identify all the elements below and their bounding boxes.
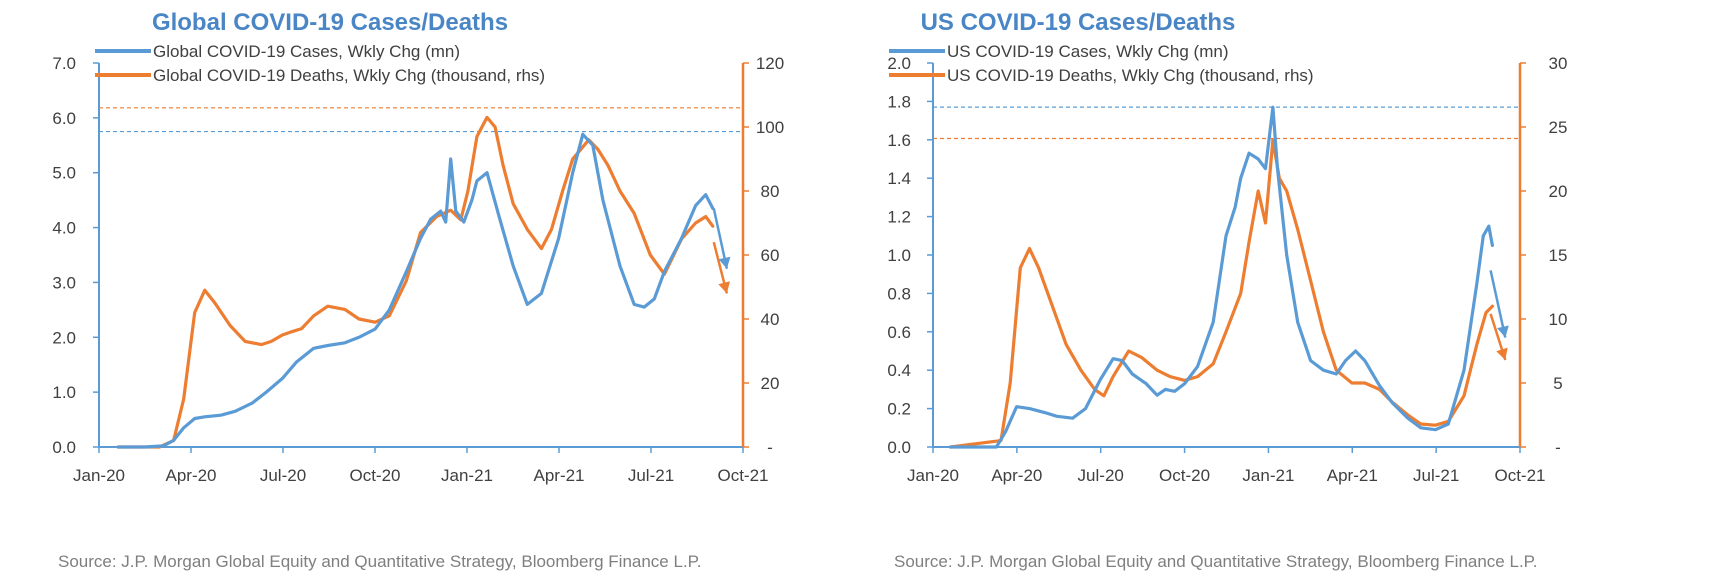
y-tick-label: 0.0 xyxy=(52,438,76,457)
legend-label-cases: US COVID-19 Cases, Wkly Chg (mn) xyxy=(947,42,1229,61)
x-tick-label: Apr-20 xyxy=(165,466,216,485)
y-tick-label: 2.0 xyxy=(887,54,911,73)
cases-trend-arrow-head xyxy=(718,256,731,269)
y2-tick-label: 80 xyxy=(761,182,780,201)
global-chart-panel: Global COVID-19 Cases/Deaths 0.0 1.0 2.0 3.0… xyxy=(52,9,784,571)
y-tick-label: 3.0 xyxy=(52,273,76,292)
y2-tick-label: 25 xyxy=(1549,118,1568,137)
y-tick-label: 1.4 xyxy=(887,169,911,188)
cases-series-line xyxy=(948,105,1495,449)
x-tick-label: Oct-21 xyxy=(1494,466,1545,485)
us-chart-panel: US COVID-19 Cases/Deaths 0.0 0.2 0.4 0.6 0.8 1… xyxy=(861,0,1722,580)
x-tick-label: Jul-21 xyxy=(628,466,674,485)
y2-tick-label: 30 xyxy=(1549,54,1568,73)
y-tick-label: 5.0 xyxy=(52,164,76,183)
y2-tick-label: 10 xyxy=(1549,310,1568,329)
y2-tick-label: 15 xyxy=(1549,246,1568,265)
us-chart: US COVID-19 Cases/Deaths 0.0 0.2 0.4 0.6 0.8 1… xyxy=(887,9,1568,485)
y-tick-label: 0.6 xyxy=(887,323,911,342)
y-tick-label: 0.4 xyxy=(887,361,911,380)
y-tick-label: 4.0 xyxy=(52,219,76,238)
x-tick-label: Apr-21 xyxy=(533,466,584,485)
x-tick-label: Oct-21 xyxy=(717,466,768,485)
chart-source-note: Source: J.P. Morgan Global Equity and Qu… xyxy=(894,552,1538,571)
cases-trend-arrow xyxy=(1489,270,1507,338)
global-chart: Global COVID-19 Cases/Deaths 0.0 1.0 2.0 3.0… xyxy=(52,9,784,485)
y2-tick-label: 120 xyxy=(756,54,784,73)
y2-tick-label: 20 xyxy=(761,374,780,393)
chart-title: Global COVID-19 Cases/Deaths xyxy=(152,9,508,36)
x-tick-label: Apr-21 xyxy=(1327,466,1378,485)
y-tick-label: 1.0 xyxy=(52,383,76,402)
x-tick-label: Jan-20 xyxy=(73,466,125,485)
y-tick-label: 1.6 xyxy=(887,131,911,150)
x-tick-label: Jan-21 xyxy=(441,466,493,485)
x-tick-label: Jul-20 xyxy=(260,466,306,485)
y-tick-label: 0.8 xyxy=(887,284,911,303)
legend-label-deaths: US COVID-19 Deaths, Wkly Chg (thousand, … xyxy=(947,66,1314,85)
chart-source-note: Source: J.P. Morgan Global Equity and Qu… xyxy=(58,552,702,571)
cases-trend-arrow-head xyxy=(1497,325,1509,338)
legend-label-deaths: Global COVID-19 Deaths, Wkly Chg (thousa… xyxy=(153,66,545,85)
x-tick-label: Jul-20 xyxy=(1078,466,1124,485)
y2-tick-label: - xyxy=(1555,438,1561,457)
x-tick-label: Oct-20 xyxy=(349,466,400,485)
y-tick-label: 0.0 xyxy=(887,438,911,457)
y2-tick-label: 60 xyxy=(761,246,780,265)
y2-tick-label: 100 xyxy=(756,118,784,137)
chart-title: US COVID-19 Cases/Deaths xyxy=(921,9,1236,36)
legend-label-cases: Global COVID-19 Cases, Wkly Chg (mn) xyxy=(153,42,460,61)
y-tick-label: 1.0 xyxy=(887,246,911,265)
x-tick-label: Oct-20 xyxy=(1159,466,1210,485)
deaths-series-line xyxy=(948,138,1495,449)
y-tick-label: 7.0 xyxy=(52,54,76,73)
y-tick-label: 6.0 xyxy=(52,109,76,128)
x-tick-label: Apr-20 xyxy=(991,466,1042,485)
x-tick-label: Jan-21 xyxy=(1242,466,1294,485)
y-tick-label: 0.2 xyxy=(887,400,911,419)
deaths-trend-arrow-head xyxy=(1496,347,1508,360)
y2-tick-label: 5 xyxy=(1553,374,1562,393)
x-tick-label: Jul-21 xyxy=(1413,466,1459,485)
y2-tick-label: - xyxy=(767,438,773,457)
y-tick-label: 2.0 xyxy=(52,328,76,347)
deaths-trend-arrow-head xyxy=(718,281,730,294)
y-tick-label: 1.8 xyxy=(887,92,911,111)
y2-tick-label: 40 xyxy=(761,310,780,329)
y2-tick-label: 20 xyxy=(1549,182,1568,201)
x-tick-label: Jan-20 xyxy=(907,466,959,485)
deaths-series-line xyxy=(116,115,715,449)
y-tick-label: 1.2 xyxy=(887,208,911,227)
cases-series-line xyxy=(116,132,715,449)
